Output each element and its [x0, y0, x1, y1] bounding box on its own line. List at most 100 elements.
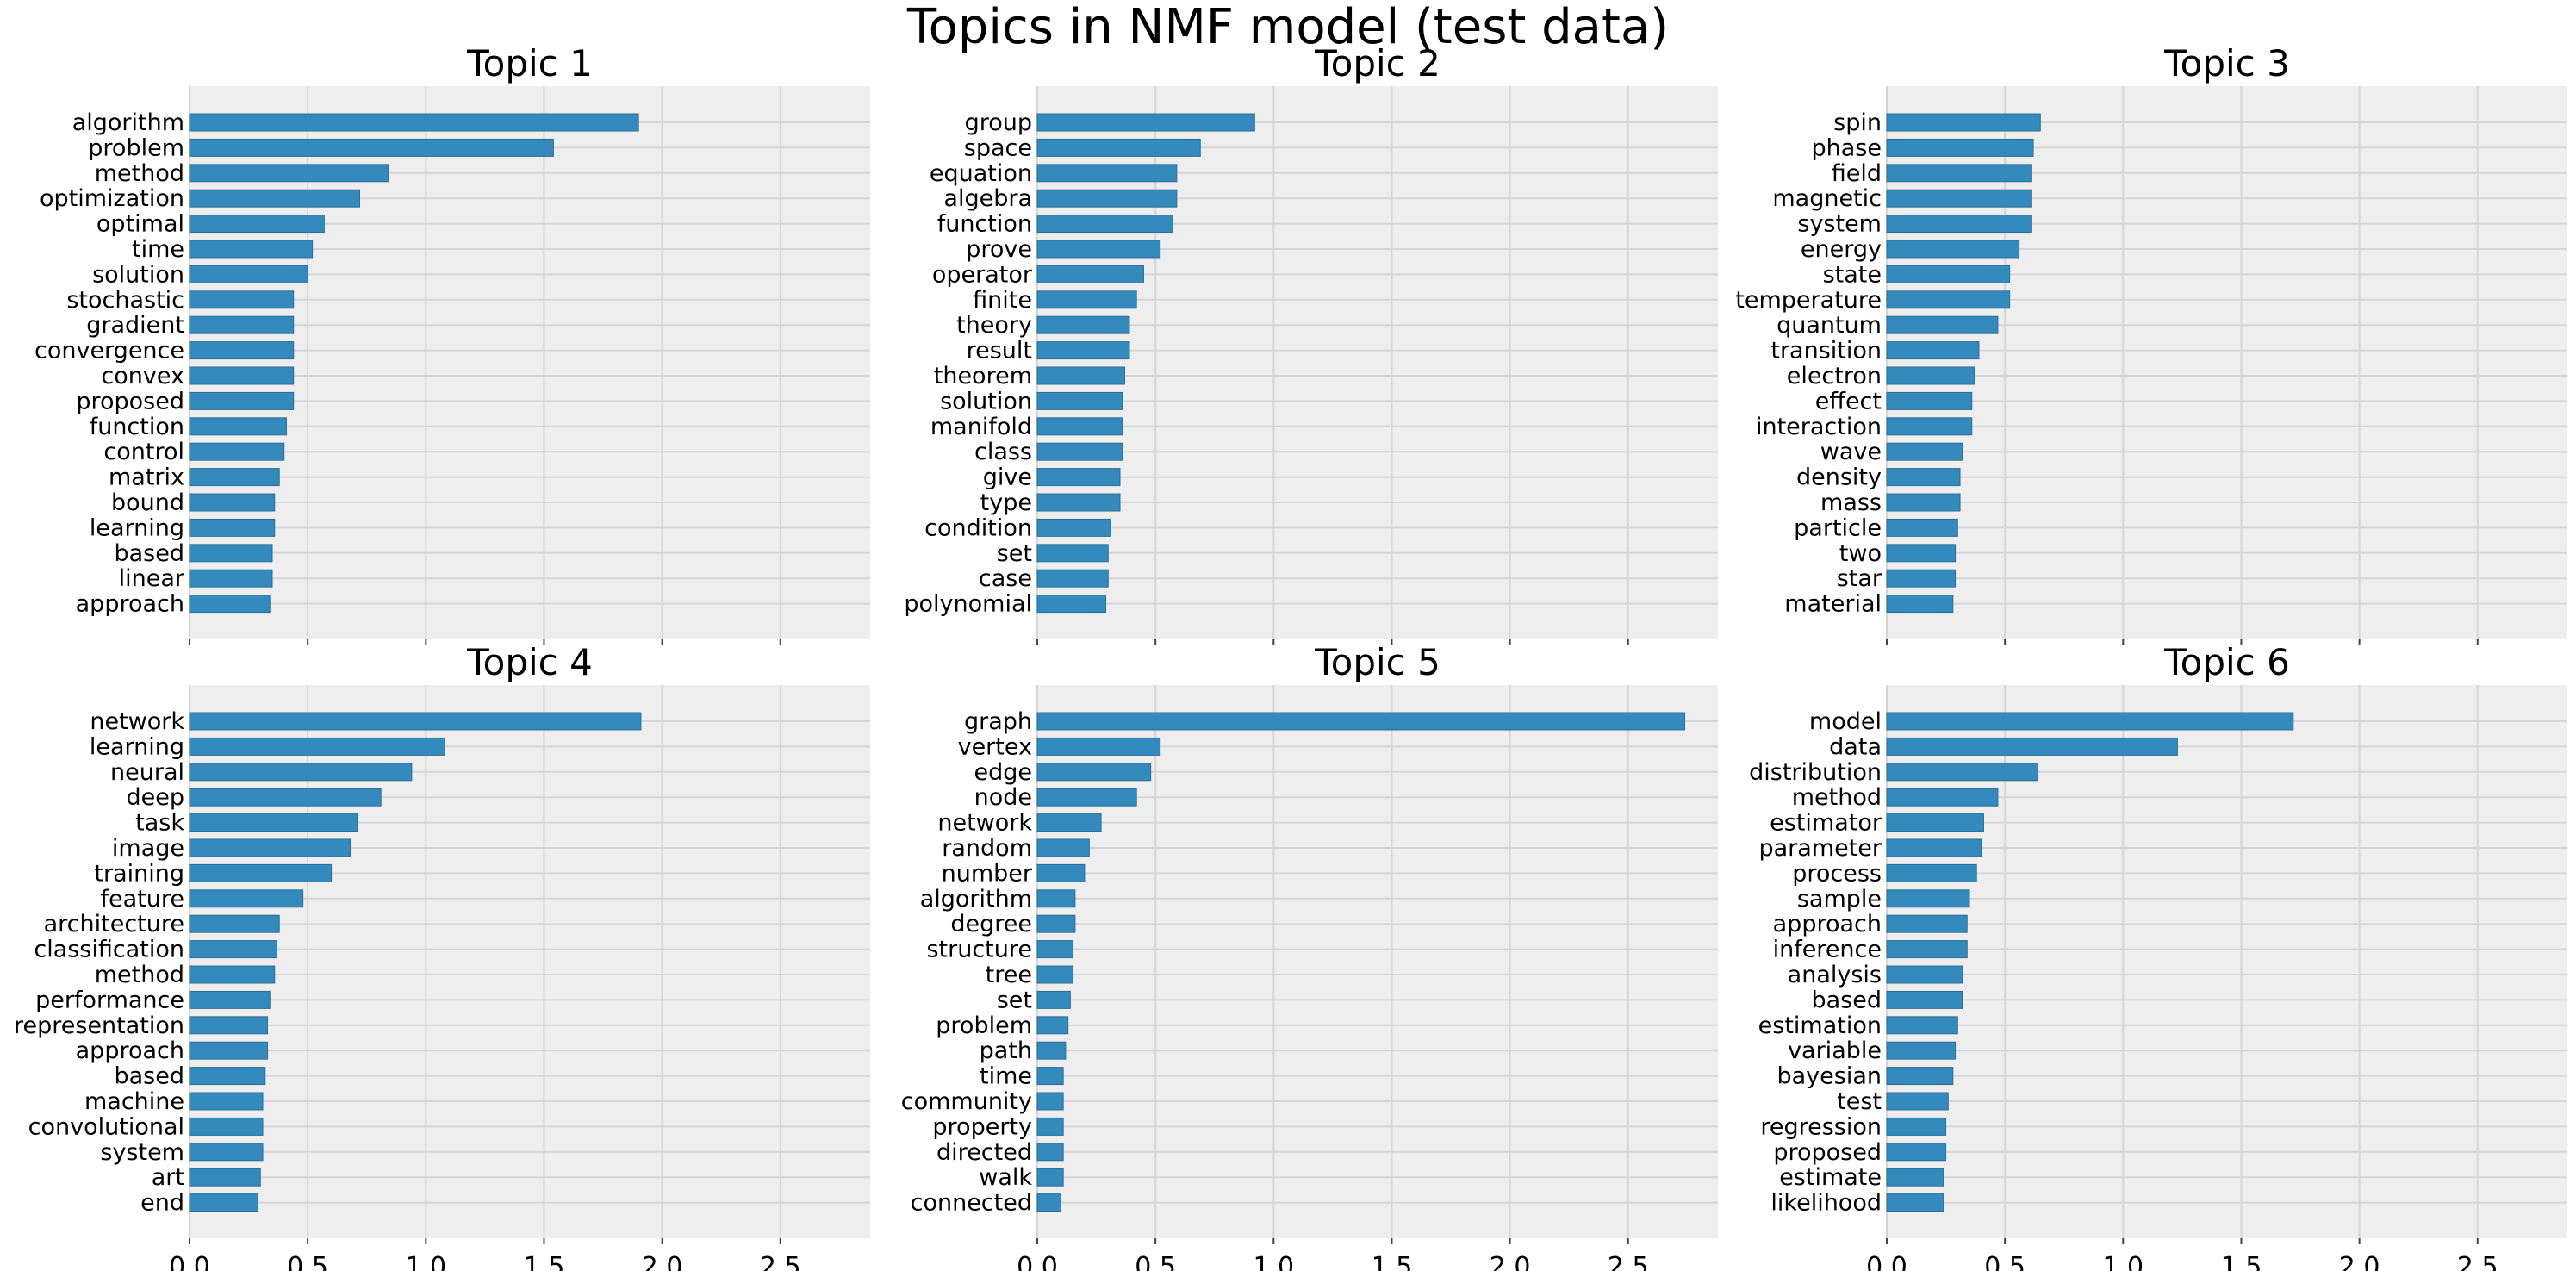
bar-network — [189, 712, 642, 731]
category-label: polynomial — [904, 591, 1032, 618]
bar-manifold — [1036, 417, 1123, 436]
bar-method — [1886, 788, 1999, 807]
bar-linear — [189, 569, 273, 588]
bar-temperature — [1886, 290, 2011, 309]
category-label: edge — [974, 759, 1033, 786]
category-label: estimator — [1770, 810, 1882, 837]
category-label: vertex — [958, 733, 1032, 760]
category-label: network — [937, 810, 1032, 837]
bar-regression — [1886, 1117, 1947, 1136]
category-label: magnetic — [1772, 185, 1882, 212]
category-label: data — [1829, 733, 1882, 760]
bar-function — [1036, 215, 1173, 234]
bar-process — [1886, 863, 1977, 882]
category-label: approach — [76, 591, 184, 618]
category-label: estimation — [1758, 1012, 1882, 1039]
category-label: theory — [956, 312, 1032, 339]
category-label: connected — [911, 1190, 1032, 1217]
bar-algebra — [1036, 189, 1178, 208]
x-tick-label: 2.5 — [2457, 1252, 2498, 1271]
category-label: time — [980, 1063, 1032, 1090]
category-label: convolutional — [28, 1113, 184, 1140]
bar-vertex — [1036, 737, 1161, 756]
bar-phase — [1886, 138, 2034, 157]
x-tick-label: 0.0 — [1017, 1252, 1058, 1271]
panel-title: Topic 6 — [2163, 641, 2290, 683]
bar-random — [1036, 838, 1090, 857]
bar-training — [189, 863, 333, 882]
category-label: stochastic — [66, 287, 184, 314]
category-label: algorithm — [920, 886, 1032, 913]
x-tick-label: 2.5 — [760, 1252, 801, 1271]
category-label: analysis — [1788, 962, 1882, 988]
bar-electron — [1886, 366, 1975, 385]
category-label: end — [140, 1190, 184, 1217]
bar-likelihood — [1886, 1193, 1944, 1212]
panel-title: Topic 4 — [466, 641, 593, 683]
category-label: algebra — [943, 185, 1032, 212]
category-label: linear — [119, 565, 185, 592]
category-label: property — [932, 1113, 1032, 1140]
category-label: problem — [88, 134, 184, 161]
category-label: matrix — [109, 464, 184, 491]
category-label: art — [152, 1164, 184, 1191]
category-label: density — [1796, 464, 1882, 491]
bar-machine — [189, 1092, 264, 1111]
bar-estimator — [1886, 813, 1984, 832]
category-label: random — [942, 835, 1032, 862]
category-label: time — [132, 236, 184, 263]
bar-estimation — [1886, 1016, 1958, 1035]
bar-property — [1036, 1117, 1064, 1136]
bar-stochastic — [189, 290, 295, 309]
bar-convolutional — [189, 1117, 264, 1136]
bar-convergence — [189, 341, 295, 360]
category-label: electron — [1787, 363, 1882, 389]
bar-node — [1036, 788, 1137, 807]
bar-type — [1036, 493, 1121, 512]
category-label: interaction — [1756, 414, 1882, 440]
category-label: method — [95, 962, 184, 988]
bar-inference — [1886, 940, 1968, 959]
category-label: particle — [1794, 514, 1882, 541]
category-label: method — [1792, 784, 1882, 811]
bar-variable — [1886, 1041, 1957, 1060]
bar-deep — [189, 788, 382, 807]
x-tick-label: 2.0 — [2339, 1252, 2380, 1271]
bar-data — [1886, 737, 2178, 756]
category-label: spin — [1833, 109, 1882, 136]
topic-panel-4: networklearningneuraldeeptaskimagetraini… — [14, 641, 870, 1271]
category-label: model — [1809, 708, 1882, 735]
bar-bayesian — [1886, 1067, 1954, 1086]
bar-sample — [1886, 889, 1970, 908]
bar-learning — [189, 737, 445, 756]
x-tick-label: 1.0 — [405, 1252, 446, 1271]
category-label: degree — [950, 911, 1032, 938]
category-label: optimization — [40, 185, 184, 212]
bar-magnetic — [1886, 189, 2032, 208]
category-label: set — [997, 987, 1032, 1013]
bar-spin — [1886, 113, 2041, 132]
bar-number — [1036, 863, 1086, 882]
category-label: wave — [1820, 439, 1882, 465]
bar-result — [1036, 341, 1130, 360]
category-label: approach — [1773, 911, 1882, 938]
topic-panel-3: spinphasefieldmagneticsystemenergystatet… — [1735, 42, 2567, 645]
bar-function — [189, 417, 287, 436]
category-label: node — [974, 784, 1032, 811]
category-label: transition — [1770, 338, 1882, 364]
bar-method — [189, 965, 276, 984]
category-label: star — [1837, 565, 1882, 592]
category-label: operator — [932, 261, 1033, 288]
category-label: likelihood — [1770, 1190, 1882, 1217]
bar-energy — [1886, 240, 2020, 259]
category-label: process — [1792, 860, 1882, 887]
category-label: control — [103, 439, 184, 465]
bar-space — [1036, 138, 1201, 157]
category-label: finite — [973, 287, 1032, 314]
category-label: architecture — [44, 911, 184, 938]
bar-classification — [189, 940, 277, 959]
bar-theory — [1036, 315, 1130, 334]
category-label: regression — [1760, 1113, 1882, 1140]
category-label: directed — [936, 1139, 1032, 1166]
